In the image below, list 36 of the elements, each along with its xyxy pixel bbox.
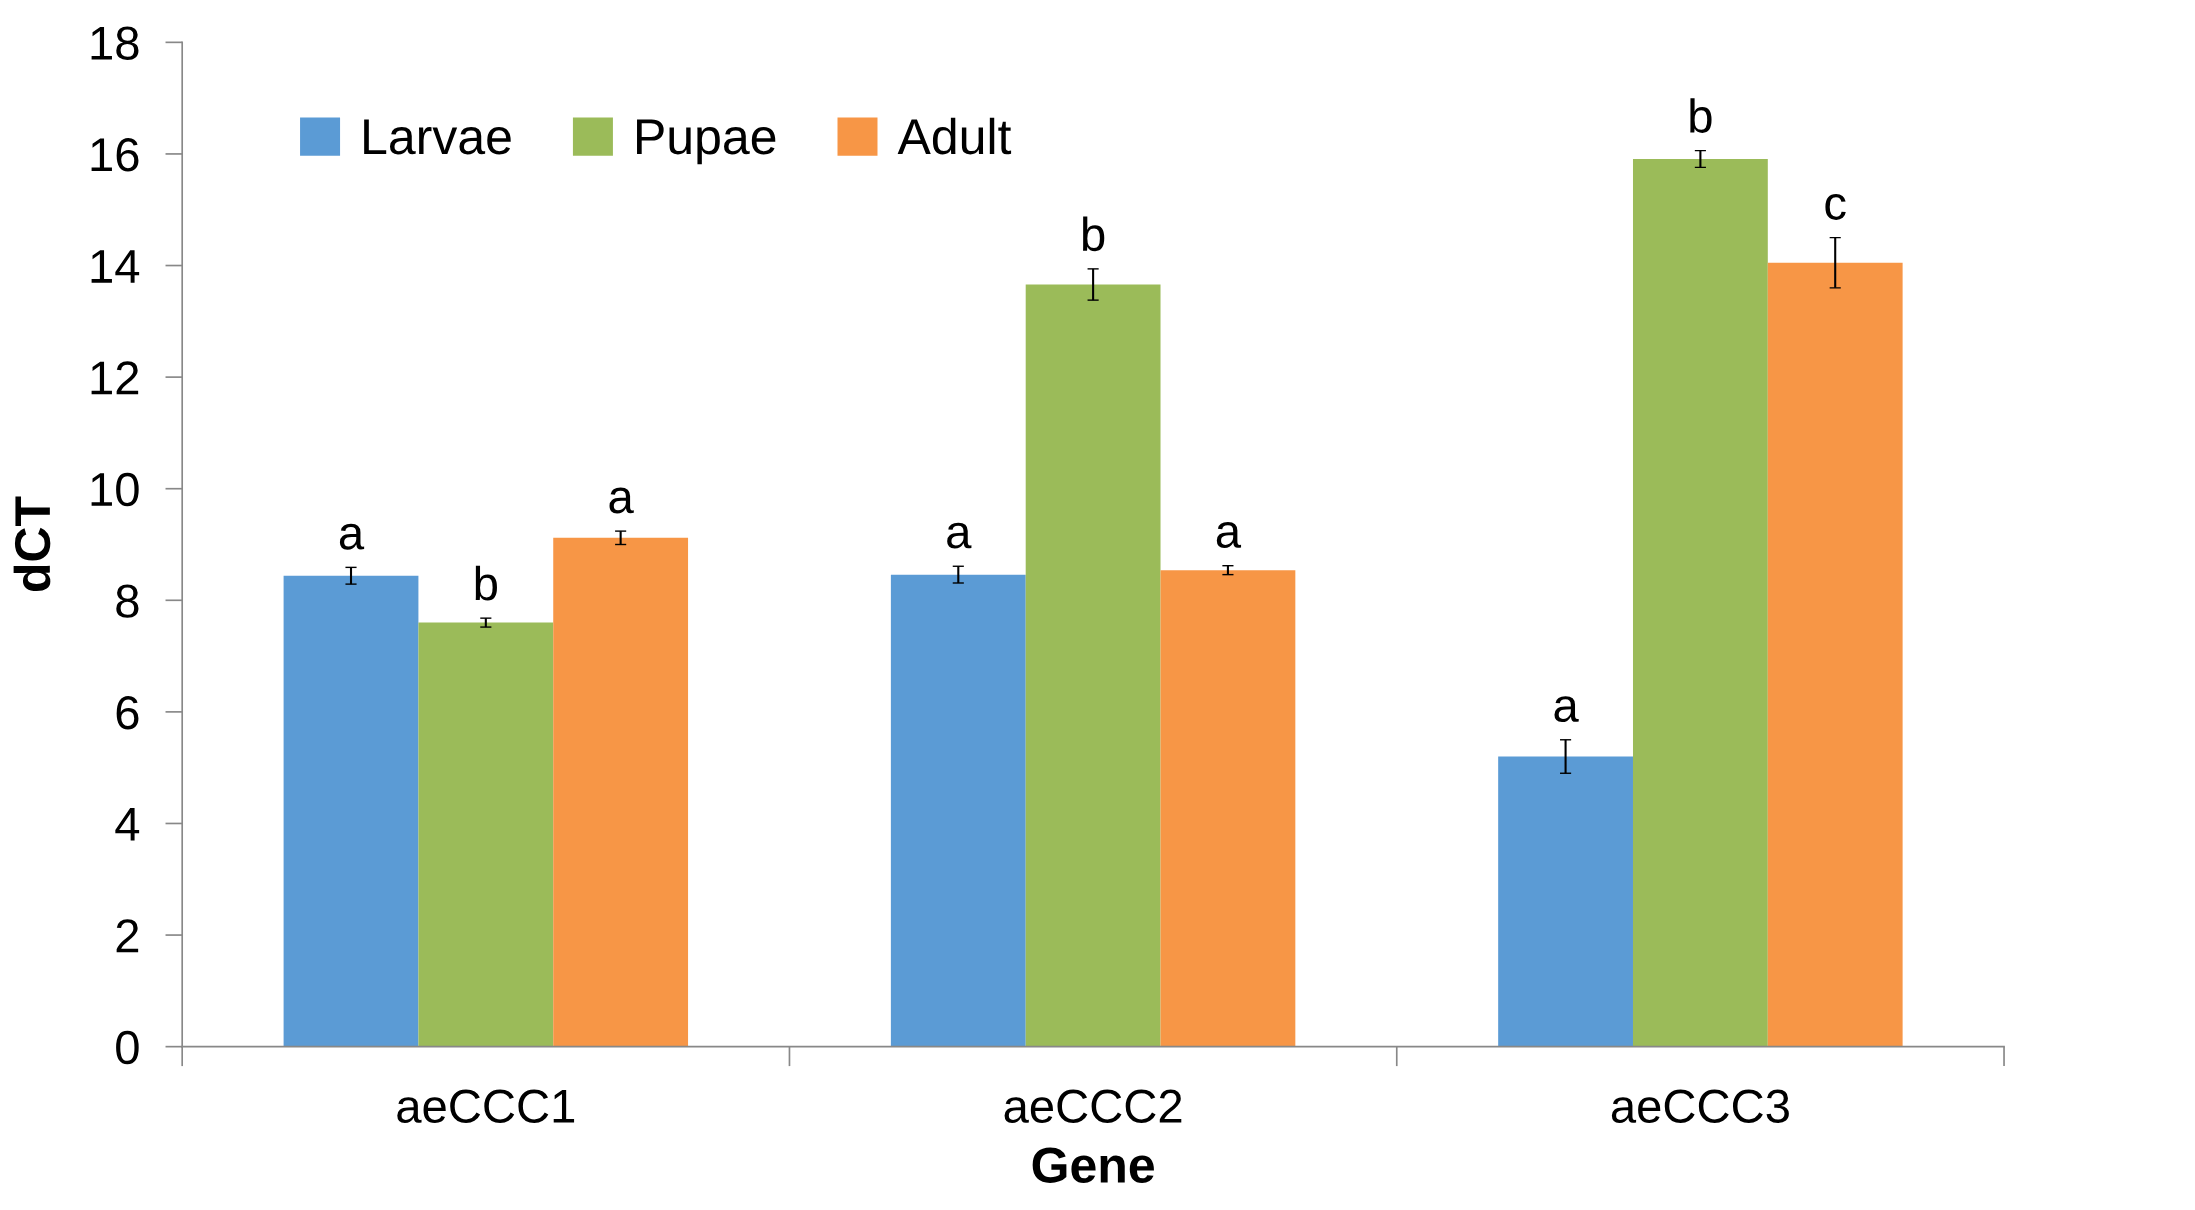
y-tick-label: 6 <box>116 696 139 730</box>
data-label: a <box>1216 522 1242 548</box>
y-tick-label: 0 <box>116 1030 139 1065</box>
bar <box>553 537 689 1047</box>
bar <box>890 574 1026 1047</box>
x-axis-title: Gene <box>1032 1147 1154 1183</box>
bar <box>1498 756 1633 1047</box>
y-tick-label: 10 <box>91 472 139 507</box>
y-tick-label: 12 <box>91 361 139 395</box>
bar <box>283 575 419 1047</box>
y-axis-title: dCT <box>13 496 51 592</box>
legend-label: Larvae <box>364 119 511 155</box>
y-tick-label: 14 <box>91 250 140 283</box>
x-tick-label: aeCCC3 <box>1611 1089 1789 1123</box>
x-tick-label: aeCCC1 <box>397 1089 575 1123</box>
data-label: a <box>609 487 634 514</box>
y-tick-label: 8 <box>116 584 139 618</box>
data-label: b <box>475 565 497 601</box>
bar <box>1025 284 1161 1047</box>
legend-label: Adult <box>897 117 1012 155</box>
y-tick-label: 4 <box>115 808 140 841</box>
bar <box>1632 158 1768 1047</box>
data-label: a <box>1554 696 1579 723</box>
data-label: b <box>1083 216 1105 252</box>
y-tick-label: 16 <box>91 138 139 172</box>
data-label: a <box>339 523 365 550</box>
y-tick-label: 18 <box>91 26 139 60</box>
data-label: b <box>1690 98 1712 133</box>
y-tick-label: 2 <box>116 919 139 953</box>
bar <box>1767 262 1903 1047</box>
legend-label: Pupae <box>637 119 776 165</box>
bar <box>418 622 554 1047</box>
data-label: a <box>947 522 972 549</box>
bar <box>1160 570 1296 1047</box>
data-label: c <box>1825 194 1846 220</box>
x-tick-label: aeCCC2 <box>1004 1089 1182 1123</box>
